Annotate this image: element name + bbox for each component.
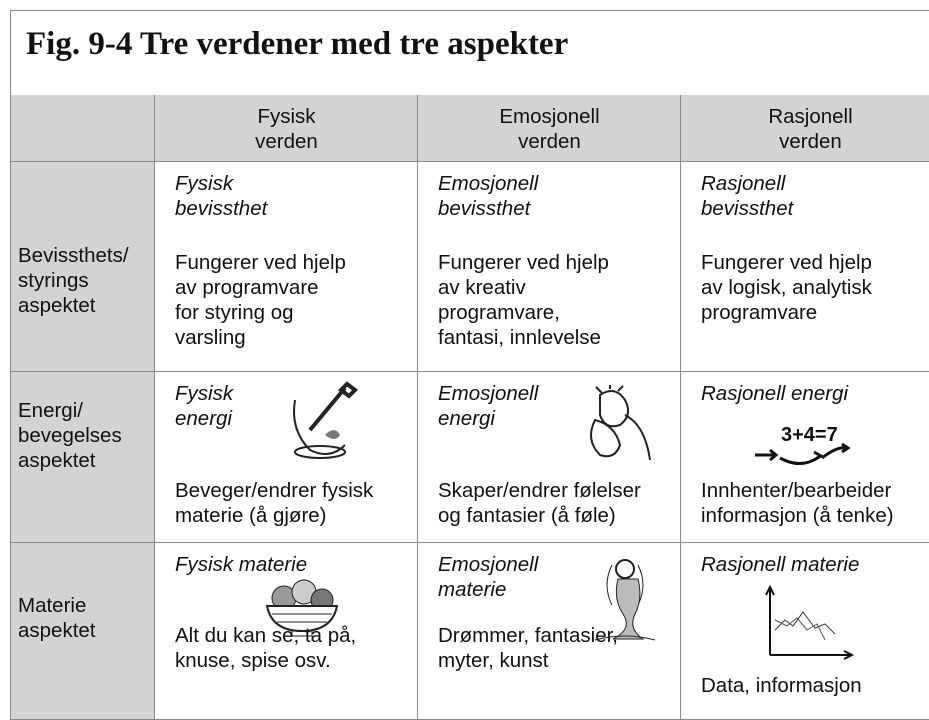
cell-formula: 3+4=7: [781, 424, 838, 446]
column-header: Rasjonell verden: [768, 105, 853, 153]
row-header-cell: [10, 372, 155, 543]
cell-heading: Fysisk energi: [175, 382, 234, 430]
cell-text: Beveger/endrer fysisk materie (å gjøre): [175, 479, 374, 527]
cell-text: Skaper/endrer følelser og fantasier (å f…: [438, 479, 641, 527]
icon-fruit-bowl: [265, 579, 339, 637]
icon-face: [590, 385, 651, 461]
cell: [155, 372, 418, 543]
column-header: Fysisk verden: [255, 105, 318, 153]
cell-heading: Rasjonell materie: [701, 553, 860, 576]
cell-heading: Emosjonell materie: [438, 553, 539, 601]
cell-heading: Emosjonell energi: [438, 382, 539, 430]
row-header-cell: [10, 543, 155, 720]
cell-text: Innhenter/bearbeider informasjon (å tenk…: [701, 479, 894, 527]
column-header-cell: [418, 95, 681, 162]
row-header-cell: [10, 162, 155, 372]
cell: [681, 162, 929, 372]
cell-heading: Rasjonell energi: [701, 382, 849, 405]
title: Fig. 9-4 Tre verdener med tre aspekter: [26, 26, 569, 62]
cell: [155, 162, 418, 372]
column-header-cell: [155, 95, 418, 162]
cell-text: Fungerer ved hjelp av kreativ programvar…: [438, 251, 609, 349]
cell-text: Fungerer ved hjelp av logisk, analytisk …: [701, 251, 872, 324]
cell-heading: Fysisk materie: [175, 553, 308, 576]
cell-heading: Rasjonell bevissthet: [701, 172, 794, 220]
cell-heading: Fysisk bevissthet: [175, 172, 268, 220]
column-header: Emosjonell verden: [499, 105, 600, 153]
cell-text: Data, informasjon: [701, 674, 862, 697]
cell-text: Drømmer, fantasier, myter, kunst: [438, 624, 618, 672]
column-header-cell: [681, 95, 929, 162]
cell: [681, 372, 929, 543]
cell: [418, 162, 681, 372]
row-header: Materie aspektet: [18, 594, 96, 642]
icon-hand-tool: [293, 381, 359, 459]
icon-arrows: [755, 442, 851, 465]
cell-heading: Emosjonell bevissthet: [438, 172, 539, 220]
cell-text: Fungerer ved hjelp av programvare for st…: [175, 251, 346, 349]
cell: [418, 372, 681, 543]
row-header: Bevissthets/ styrings aspektet: [18, 244, 129, 317]
icon-line-chart: [765, 585, 855, 660]
cell-text: Alt du kan se, ta på, knuse, spise osv.: [175, 624, 357, 672]
corner-cell: [10, 95, 155, 162]
icon-mermaid: [594, 559, 656, 641]
row-header: Energi/ bevegelses aspektet: [18, 399, 122, 472]
